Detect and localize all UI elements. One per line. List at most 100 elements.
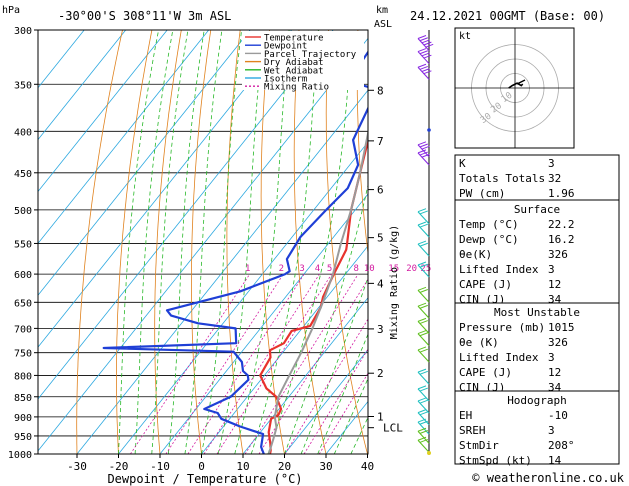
isotherm-line (118, 141, 368, 454)
wind-barb-flag (417, 261, 427, 266)
background-grid (38, 30, 368, 454)
index-value: 32 (548, 172, 561, 185)
pressure-tick-label: 1000 (8, 450, 32, 461)
wind-barb-flag (417, 409, 427, 414)
legend-entry: Dewpoint (264, 42, 307, 52)
dry-adiabat-line (356, 30, 368, 257)
index-value: 1.96 (548, 187, 575, 200)
wind-barb-flag (417, 368, 427, 373)
indices-top-frame (454, 154, 620, 201)
wind-barb-flag (419, 50, 428, 55)
wind-barb-flag (417, 208, 427, 213)
temperature-tick-label: 0 (198, 460, 205, 473)
wind-barb-flag (417, 427, 427, 432)
isotherm-line (242, 297, 368, 454)
isotherm-line (76, 89, 368, 454)
surface-table-value: 12 (548, 278, 561, 291)
wind-barb-flag (419, 263, 428, 268)
mixing-ratio-label: 8 (353, 264, 358, 274)
sounding-profiles (102, 50, 368, 454)
isotherm-line (38, 30, 251, 296)
wind-barb-flag (417, 286, 427, 291)
height-tick-label: 3 (377, 323, 384, 336)
series-temperature (259, 136, 368, 454)
wind-barb-flag (419, 348, 428, 353)
hodograph-table-frame (454, 390, 620, 465)
surface-table-value: 326 (548, 248, 568, 261)
most-unstable-table-title: Most Unstable (494, 306, 580, 319)
wind-barb-flag (417, 240, 427, 245)
wind-barb-flag (419, 289, 428, 293)
height-tick-label: 8 (377, 84, 384, 97)
wet-adiabat-line (267, 30, 353, 454)
wind-barb-flag (421, 153, 430, 158)
wind-barb-flag (419, 37, 428, 42)
hodograph-table-label: SREH (459, 424, 486, 437)
mixing-ratio-labels: 1 2 3 4 5 8 10 15 20 25 (245, 264, 431, 274)
series-dewpoint (102, 50, 368, 454)
isotherm-line (38, 30, 334, 400)
temperature-tick-label: -30 (67, 460, 87, 473)
mixing-ratio-label: 20 (406, 264, 417, 274)
pressure-tick-label: 600 (14, 270, 32, 281)
wind-barb-flag (419, 387, 428, 392)
wet-adiabat-line (151, 30, 189, 454)
wind-barb-flag (421, 52, 430, 57)
mixing-ratio-line (303, 348, 368, 454)
temperature-axis: -30 -20 -10 0 10 20 30 40 (67, 454, 374, 473)
height-tick-label: 7 (377, 135, 384, 148)
pressure-tick-label: 750 (14, 349, 32, 360)
wind-barb-flag (419, 65, 428, 70)
lcl-label: LCL (383, 422, 403, 435)
wind-barb-flag (419, 332, 428, 337)
x-axis-label: Dewpoint / Temperature (°C) (107, 472, 302, 486)
surface-table-label: Dewp (°C) (459, 233, 519, 246)
wind-barb-flag (423, 41, 432, 46)
wind-barb (417, 368, 430, 385)
wind-barb (417, 385, 430, 402)
wind-barb-flag (423, 54, 432, 59)
most-unstable-table-frame (454, 302, 620, 392)
pressure-tick-label: 300 (14, 26, 32, 37)
wind-barb (417, 418, 430, 435)
wind-barb-flag (419, 143, 428, 148)
wind-barb (417, 149, 430, 166)
mixing-ratio-line (216, 273, 332, 454)
surface-table-frame (454, 199, 620, 304)
wind-barb-flag (423, 70, 432, 75)
wind-barb-flag (419, 242, 428, 247)
wind-barb-flag (417, 385, 427, 390)
isotherm-line (38, 30, 127, 141)
legend-entry: Wet Adiabat (264, 66, 324, 76)
hodograph-table-value: 14 (548, 454, 562, 467)
wind-barb-flag (417, 141, 427, 146)
temperature-tick-label: -20 (109, 460, 129, 473)
wet-adiabat-line (217, 30, 265, 454)
hpa-unit-label: hPa (2, 5, 20, 16)
hodograph-table-label: EH (459, 409, 472, 422)
wet-adiabat-line (118, 30, 160, 454)
datetime-header: 24.12.2021 00GMT (Base: 00) (410, 9, 605, 23)
isotherm-line (284, 348, 368, 454)
wind-barb-flag (419, 420, 428, 425)
wind-barb-flag (419, 411, 428, 416)
wind-barb-flag (417, 397, 427, 402)
most-unstable-table-value: 326 (548, 336, 568, 349)
wind-barb-flag (417, 149, 427, 154)
most-unstable-table-label: Pressure (mb) (459, 321, 545, 334)
isotherm-line (38, 30, 168, 193)
wind-barbs (417, 30, 434, 455)
most-unstable-table-label: θe (K) (459, 336, 499, 349)
wind-barb (417, 261, 430, 278)
hodograph-unit-label: kt (459, 31, 471, 42)
wind-barb-flag (419, 430, 428, 434)
dry-adiabat-line (191, 30, 212, 454)
mixing-ratio-label: 25 (420, 264, 431, 274)
isotherm-line (38, 30, 210, 245)
wind-barb-flag (419, 399, 428, 404)
dry-adiabat-line (76, 30, 123, 454)
